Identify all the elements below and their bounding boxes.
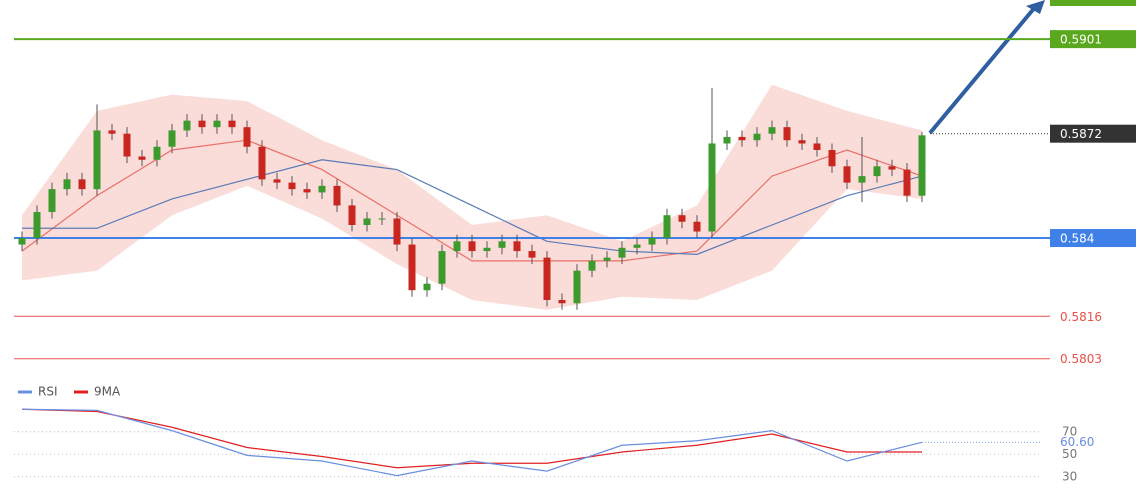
candle-body <box>183 120 191 131</box>
candle-body <box>858 176 866 183</box>
candle-body <box>723 136 731 144</box>
candle-body <box>738 136 746 141</box>
candle-body <box>423 283 431 291</box>
candle-body <box>708 143 716 232</box>
rsi-panel: 70 50 30 60.60 RSI 9MA <box>14 385 1094 483</box>
current-rsi-label: 60.60 <box>1060 435 1094 449</box>
candle-body <box>903 169 911 196</box>
candle-body <box>213 120 221 128</box>
candle-body <box>153 146 161 160</box>
legend-label: 9MA <box>94 385 121 399</box>
candle-body <box>603 257 611 261</box>
candle-body <box>648 238 656 245</box>
candle-body <box>558 300 566 304</box>
candle-body <box>333 185 341 206</box>
band-fill <box>22 84 922 310</box>
candle-body <box>138 156 146 160</box>
candle-body <box>123 133 131 157</box>
candle-body <box>798 140 806 144</box>
level-label: 0.5901 <box>1060 33 1102 47</box>
candle-body <box>663 215 671 239</box>
candle-body <box>108 130 116 134</box>
level-label-box <box>1050 30 1136 49</box>
candle-body <box>273 179 281 183</box>
candle-body <box>573 270 581 304</box>
candle-body <box>543 257 551 300</box>
candle-body <box>318 185 326 193</box>
candle-body <box>168 130 176 147</box>
candle-body <box>588 260 596 271</box>
level-label: 0.584 <box>1060 232 1094 246</box>
y-tick-label: 70 <box>1062 424 1077 438</box>
candle-body <box>303 189 311 193</box>
candle-body <box>843 166 851 183</box>
candle-body <box>828 150 836 167</box>
level-label-box <box>1050 229 1136 248</box>
candle-body <box>33 211 41 239</box>
candle-body <box>378 218 386 220</box>
level-label-box <box>1050 124 1136 143</box>
candle-body <box>633 244 641 248</box>
legend-label: RSI <box>38 385 58 399</box>
candle-body <box>18 238 26 245</box>
candle-body <box>873 166 881 177</box>
candle-body <box>408 244 416 291</box>
candle-body <box>48 189 56 212</box>
candle-body <box>63 179 71 190</box>
candle-body <box>468 241 476 252</box>
candle-body <box>768 127 776 134</box>
candle-body <box>483 247 491 252</box>
candle-body <box>618 247 626 258</box>
level-label: 0.5803 <box>1060 352 1102 366</box>
candle-body <box>348 205 356 225</box>
candle-body <box>528 251 536 258</box>
candle-body <box>693 221 701 232</box>
ma-line <box>22 159 923 255</box>
candle-body <box>453 241 461 252</box>
candle-body <box>93 130 101 190</box>
candle-body <box>513 241 521 252</box>
candle-body <box>888 166 896 170</box>
candle-body <box>288 182 296 190</box>
rsi-line <box>21 408 923 477</box>
rsi-line <box>21 408 922 469</box>
level-label: 0.5816 <box>1060 310 1102 324</box>
arrow-head <box>1026 0 1045 14</box>
candle-body <box>678 215 686 222</box>
price-panel: 0.5901 0.5872 0.584 0.5816 0.5803 <box>14 30 1136 366</box>
candle-body <box>918 135 926 196</box>
candle-body <box>753 133 761 141</box>
candle-body <box>228 120 236 128</box>
y-tick-label: 30 <box>1062 469 1077 483</box>
candle-body <box>258 146 266 180</box>
candle-body <box>498 241 506 248</box>
candle-body <box>198 120 206 128</box>
level-label: 0.5872 <box>1060 127 1102 141</box>
candle-body <box>438 251 446 284</box>
candle-body <box>813 143 821 150</box>
candle-body <box>363 218 371 225</box>
forecast-arrow <box>928 4 1038 135</box>
candle-body <box>783 127 791 141</box>
candle-body <box>393 218 401 245</box>
cut-off-level <box>1050 0 1136 6</box>
candle-body <box>78 179 86 190</box>
candle-body <box>243 127 251 147</box>
y-tick-label: 50 <box>1062 447 1077 461</box>
